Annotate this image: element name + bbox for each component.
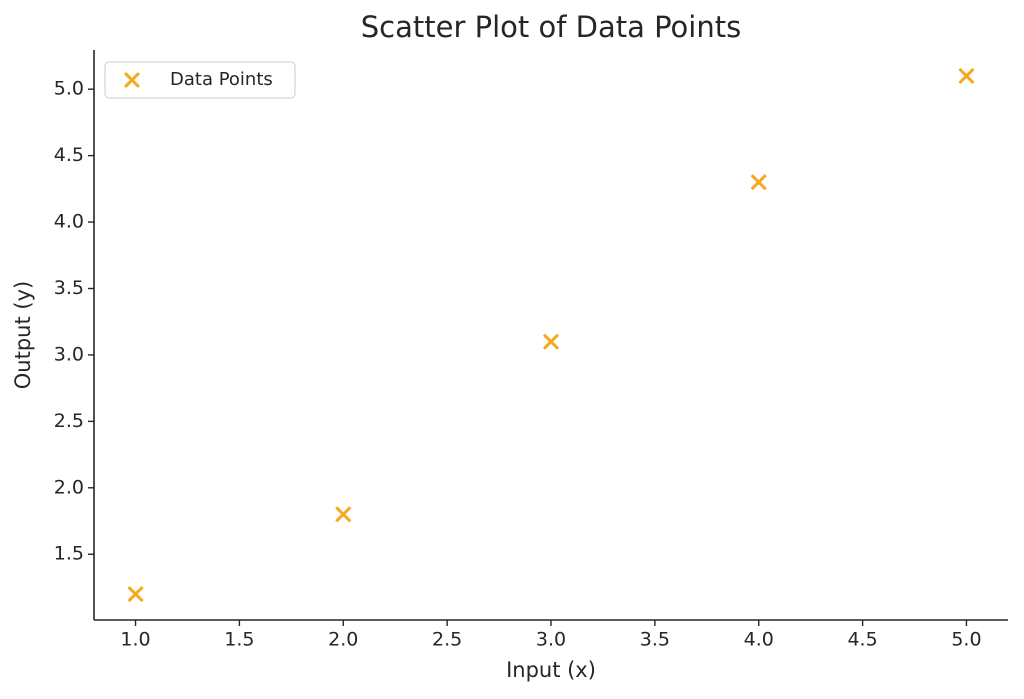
x-tick-label: 3.0: [536, 629, 566, 651]
data-point: [958, 67, 975, 84]
data-point: [542, 333, 560, 350]
y-tick-label: 2.0: [54, 476, 84, 498]
x-tick-label: 4.5: [847, 629, 877, 651]
y-tick-label: 2.5: [54, 410, 84, 432]
x-tick-label: 2.5: [432, 629, 462, 651]
x-tick-label: 1.5: [224, 629, 254, 651]
legend-box: [104, 61, 296, 99]
y-tick-label: 4.5: [54, 144, 84, 166]
legend-label: Data Points: [170, 69, 273, 90]
y-tick-label: 1.5: [54, 543, 84, 565]
data-point: [750, 174, 767, 191]
x-tick-label: 5.0: [951, 629, 981, 651]
legend: Data Points: [104, 61, 296, 99]
y-axis-label: Output (y): [11, 281, 35, 389]
x-tick-label: 3.5: [640, 629, 670, 651]
x-tick-label: 2.0: [328, 629, 358, 651]
data-point: [335, 506, 352, 523]
y-tick-label: 3.0: [54, 343, 84, 365]
y-tick-label: 4.0: [54, 211, 84, 233]
x-tick-label: 1.0: [120, 629, 150, 651]
x-axis-label: Input (x): [506, 658, 596, 682]
data-point: [127, 586, 144, 603]
y-tick-label: 3.5: [54, 277, 84, 299]
y-tick-label: 5.0: [54, 78, 84, 100]
legend-marker: [123, 71, 141, 89]
x-tick-label: 4.0: [744, 629, 774, 651]
chart-title: Scatter Plot of Data Points: [361, 10, 741, 44]
